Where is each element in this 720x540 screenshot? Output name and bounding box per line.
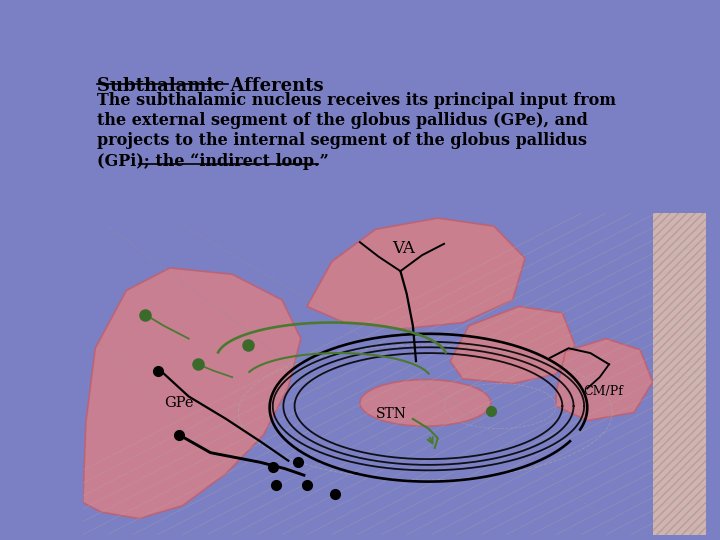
Text: CM/Pf: CM/Pf bbox=[583, 385, 623, 398]
Bar bbox=[652, 213, 706, 535]
Ellipse shape bbox=[360, 380, 491, 426]
Text: VA: VA bbox=[392, 240, 415, 257]
Polygon shape bbox=[307, 218, 525, 329]
Text: Subthalamic Afferents: Subthalamic Afferents bbox=[96, 77, 323, 95]
Text: STN: STN bbox=[376, 407, 407, 421]
Polygon shape bbox=[450, 307, 575, 383]
Polygon shape bbox=[556, 339, 652, 421]
Text: GPe: GPe bbox=[165, 396, 194, 410]
Text: The subthalamic nucleus receives its principal input from
the external segment o: The subthalamic nucleus receives its pri… bbox=[96, 92, 616, 170]
Polygon shape bbox=[83, 268, 301, 518]
